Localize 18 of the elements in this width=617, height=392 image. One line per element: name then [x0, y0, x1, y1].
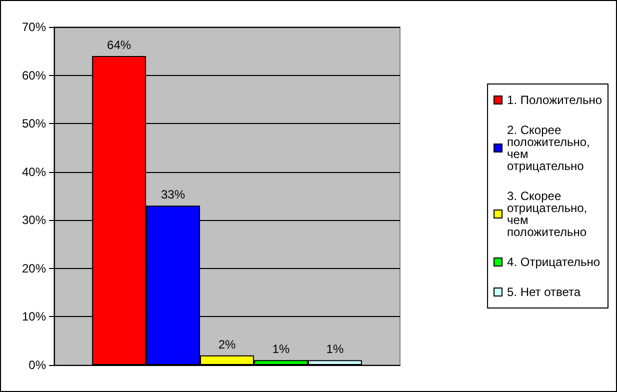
data-label: 1%: [326, 342, 344, 356]
legend-label: 1. Положительно: [507, 93, 602, 107]
y-tick-label: 0%: [28, 358, 46, 372]
legend-label: 3. Скорее отрицательно, чем положительно: [507, 189, 590, 239]
legend-label: 2. Скорее положительно, чем отрицательно: [507, 123, 594, 173]
legend-label: 5. Нет ответа: [507, 285, 581, 299]
legend-label: 4. Отрицательно: [507, 255, 600, 269]
y-tick-label: 70%: [22, 20, 46, 34]
y-tick-label: 10%: [22, 310, 46, 324]
y-tick-label: 60%: [22, 68, 46, 82]
y-tick-label: 40%: [22, 164, 46, 179]
y-tick-label: 30%: [22, 213, 46, 228]
y-tick-label: 50%: [22, 116, 46, 131]
data-label: 33%: [161, 188, 186, 202]
data-label: 1%: [272, 342, 290, 356]
data-label: 64%: [107, 38, 132, 52]
data-label: 2%: [218, 337, 236, 352]
y-tick-label: 20%: [22, 261, 46, 276]
